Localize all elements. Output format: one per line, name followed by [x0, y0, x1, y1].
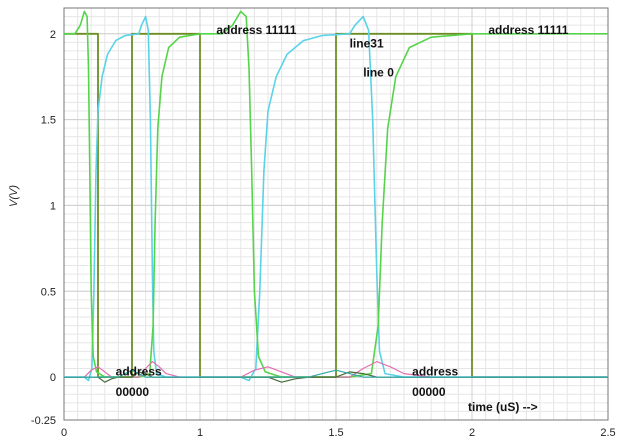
y-tick-label: 0 [50, 372, 56, 384]
annotation-label: address 11111 [216, 23, 296, 37]
series-line-address [64, 32, 608, 378]
annotation-label: line31 [350, 36, 384, 50]
annotation-label: line 0 [363, 66, 394, 80]
plot-frame [63, 7, 609, 421]
annotation-label: 00000 [116, 385, 150, 399]
x-tick-label: 1 [197, 427, 203, 439]
x-tick-label: 0 [61, 427, 67, 439]
axes [63, 7, 609, 421]
y-tick-label: -0.25 [31, 415, 56, 427]
x-tick-label: 2 [469, 427, 475, 439]
y-tick-label: 0.5 [41, 286, 56, 298]
annotation-label: address [116, 364, 162, 378]
annotation-label: address 11111 [488, 23, 568, 37]
y-tick-label: 1 [50, 200, 56, 212]
annotations: address 11111 line31 line 0 address 11111 ad… [116, 23, 569, 399]
x-axis-label: time (uS) --> [468, 400, 538, 414]
y-axis-label: V(V) [8, 185, 20, 207]
series-line-line0 [64, 10, 608, 378]
x-tick-label: 2.5 [600, 427, 615, 439]
tick-labels: 0 1 1.5 2 2.5 -0.25 0 0.5 1 1.5 2 [31, 29, 616, 439]
annotation-label: 00000 [412, 385, 446, 399]
annotation-label: address [412, 364, 458, 378]
series-group [64, 10, 608, 383]
y-tick-label: 1.5 [41, 115, 56, 127]
y-tick-label: 2 [50, 29, 56, 41]
x-tick-label: 1.5 [328, 427, 343, 439]
series-line-cyan_low [64, 369, 608, 378]
